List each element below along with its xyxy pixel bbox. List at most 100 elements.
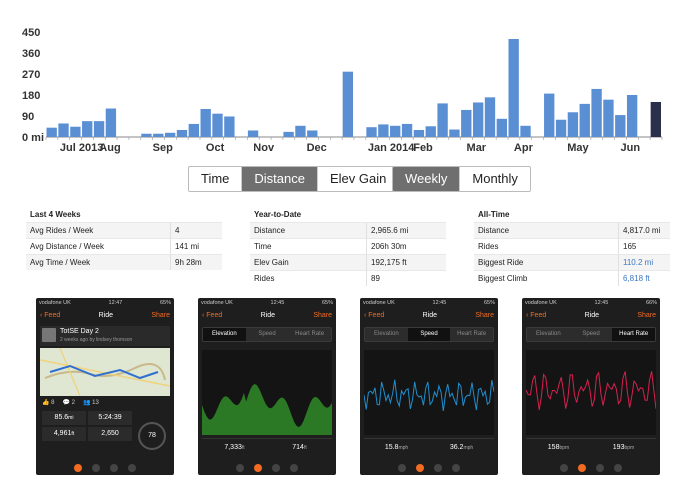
tab-more-icon[interactable]: [128, 464, 136, 472]
chart-bar[interactable]: [413, 130, 425, 137]
chart-bar[interactable]: [307, 130, 318, 137]
chart-bar[interactable]: [425, 126, 436, 137]
chart-bar[interactable]: [544, 93, 555, 137]
tab-analysis-icon[interactable]: [254, 464, 262, 472]
chart-bar[interactable]: [224, 116, 235, 137]
tab-more-icon[interactable]: [452, 464, 460, 472]
chart-bar[interactable]: [82, 121, 93, 137]
metric-distance-button[interactable]: Distance: [242, 167, 318, 191]
tab-overview-icon[interactable]: [398, 464, 406, 472]
table-row: Biggest Climb 6,818 ft: [474, 270, 670, 286]
chart-bar[interactable]: [141, 133, 152, 137]
tab-analysis-icon[interactable]: [578, 464, 586, 472]
ride-name: TotSE Day 2: [60, 328, 99, 335]
chart-bar[interactable]: [615, 115, 626, 137]
share-button[interactable]: Share: [637, 312, 656, 319]
share-button[interactable]: Share: [475, 312, 494, 319]
photos-count[interactable]: 👥 13: [82, 400, 99, 406]
biggest-climb-link[interactable]: 6,818 ft: [618, 271, 650, 286]
tab-overview-icon[interactable]: [560, 464, 568, 472]
chart-bar[interactable]: [105, 108, 117, 137]
chart-bar[interactable]: [188, 123, 199, 137]
y-tick-label: 90: [22, 111, 34, 123]
tab-analysis-icon[interactable]: [416, 464, 424, 472]
tab-overview-icon[interactable]: [74, 464, 82, 472]
chart-bar[interactable]: [212, 113, 223, 137]
tab-more-icon[interactable]: [614, 464, 622, 472]
route-map[interactable]: [40, 348, 170, 396]
chart-bar[interactable]: [650, 102, 661, 137]
chart-bar[interactable]: [449, 129, 460, 137]
tab-elevation[interactable]: Elevation: [535, 331, 561, 337]
tab-speed[interactable]: Speed: [407, 328, 451, 341]
chart-bar[interactable]: [579, 103, 590, 137]
period-monthly-button[interactable]: Monthly: [472, 171, 518, 186]
back-button[interactable]: ‹ Feed: [364, 312, 385, 319]
chart-bar[interactable]: [437, 103, 448, 137]
chart-bar[interactable]: [520, 125, 531, 137]
chart-bar[interactable]: [295, 125, 306, 137]
tab-segments-icon[interactable]: [434, 464, 442, 472]
chart-bar[interactable]: [366, 127, 377, 137]
graph-area: [202, 384, 332, 435]
tab-heart-rate[interactable]: Heart Rate: [457, 331, 487, 337]
chart-bar[interactable]: [164, 132, 176, 137]
chart-bar[interactable]: [200, 109, 211, 137]
x-tick-label: Oct: [206, 142, 225, 154]
analysis-tabs: Elevation Speed Heart Rate: [364, 327, 494, 342]
chart-bar[interactable]: [461, 109, 472, 137]
all-time-table: All-Time Distance 4,817.0 mi Rides 165 Big…: [474, 208, 670, 286]
period-weekly-button[interactable]: Weekly: [393, 167, 461, 191]
chart-bar[interactable]: [390, 125, 401, 137]
bottom-tab-bar: [522, 461, 660, 475]
chart-bar[interactable]: [247, 130, 259, 137]
chart-bar[interactable]: [70, 126, 81, 137]
tab-elevation[interactable]: Elevation: [373, 331, 399, 337]
metric-time-button[interactable]: Time: [189, 167, 243, 191]
chart-bar[interactable]: [484, 97, 496, 137]
kudos-count[interactable]: 👍 8: [42, 400, 55, 406]
chart-bar[interactable]: [283, 131, 294, 137]
tab-heart-rate[interactable]: Heart Rate: [612, 328, 656, 341]
biggest-ride-link[interactable]: 110.2 mi: [618, 255, 653, 270]
speed-graph: [364, 350, 494, 435]
chart-bar[interactable]: [401, 123, 413, 137]
chart-bar[interactable]: [496, 118, 507, 137]
tab-overview-icon[interactable]: [236, 464, 244, 472]
metric-elev-gain-button[interactable]: Elev Gain: [329, 171, 387, 186]
chart-bar[interactable]: [508, 39, 519, 137]
back-button[interactable]: ‹ Feed: [202, 312, 223, 319]
chart-bar[interactable]: [153, 133, 164, 137]
tab-segments-icon[interactable]: [272, 464, 280, 472]
tab-speed[interactable]: Speed: [582, 331, 600, 337]
phone-elevation: vodafone UK 12:45 65% ‹ Feed Ride Share Elev…: [198, 298, 336, 475]
chart-bar[interactable]: [93, 121, 105, 137]
back-button[interactable]: ‹ Feed: [40, 312, 61, 319]
chart-bar[interactable]: [176, 130, 188, 137]
x-tick-label: Feb: [413, 142, 433, 154]
tab-speed[interactable]: Speed: [258, 331, 276, 337]
table-row: Avg Rides / Week 4: [26, 222, 222, 238]
tab-heart-rate[interactable]: Heart Rate: [295, 331, 325, 337]
tab-elevation[interactable]: Elevation: [203, 328, 246, 341]
share-button[interactable]: Share: [151, 312, 170, 319]
ride-subtitle: 2 weeks ago by lindsey thomson: [60, 337, 133, 343]
tab-analysis-icon[interactable]: [110, 464, 118, 472]
chart-bar[interactable]: [46, 127, 57, 137]
chart-bar[interactable]: [555, 119, 567, 137]
tab-segments-icon[interactable]: [596, 464, 604, 472]
chart-bar[interactable]: [58, 123, 69, 137]
chart-bar[interactable]: [567, 112, 579, 137]
tab-segments-icon[interactable]: [92, 464, 100, 472]
back-button[interactable]: ‹ Feed: [526, 312, 547, 319]
chart-bar[interactable]: [591, 88, 602, 137]
chart-bar[interactable]: [472, 102, 484, 137]
comments-count[interactable]: 💬 2: [62, 400, 75, 406]
chart-bar[interactable]: [378, 124, 389, 137]
tab-more-icon[interactable]: [290, 464, 298, 472]
chart-bar[interactable]: [603, 99, 614, 137]
table-row: Rides 165: [474, 238, 670, 254]
share-button[interactable]: Share: [313, 312, 332, 319]
chart-bar[interactable]: [342, 71, 353, 137]
chart-bar[interactable]: [626, 95, 638, 137]
